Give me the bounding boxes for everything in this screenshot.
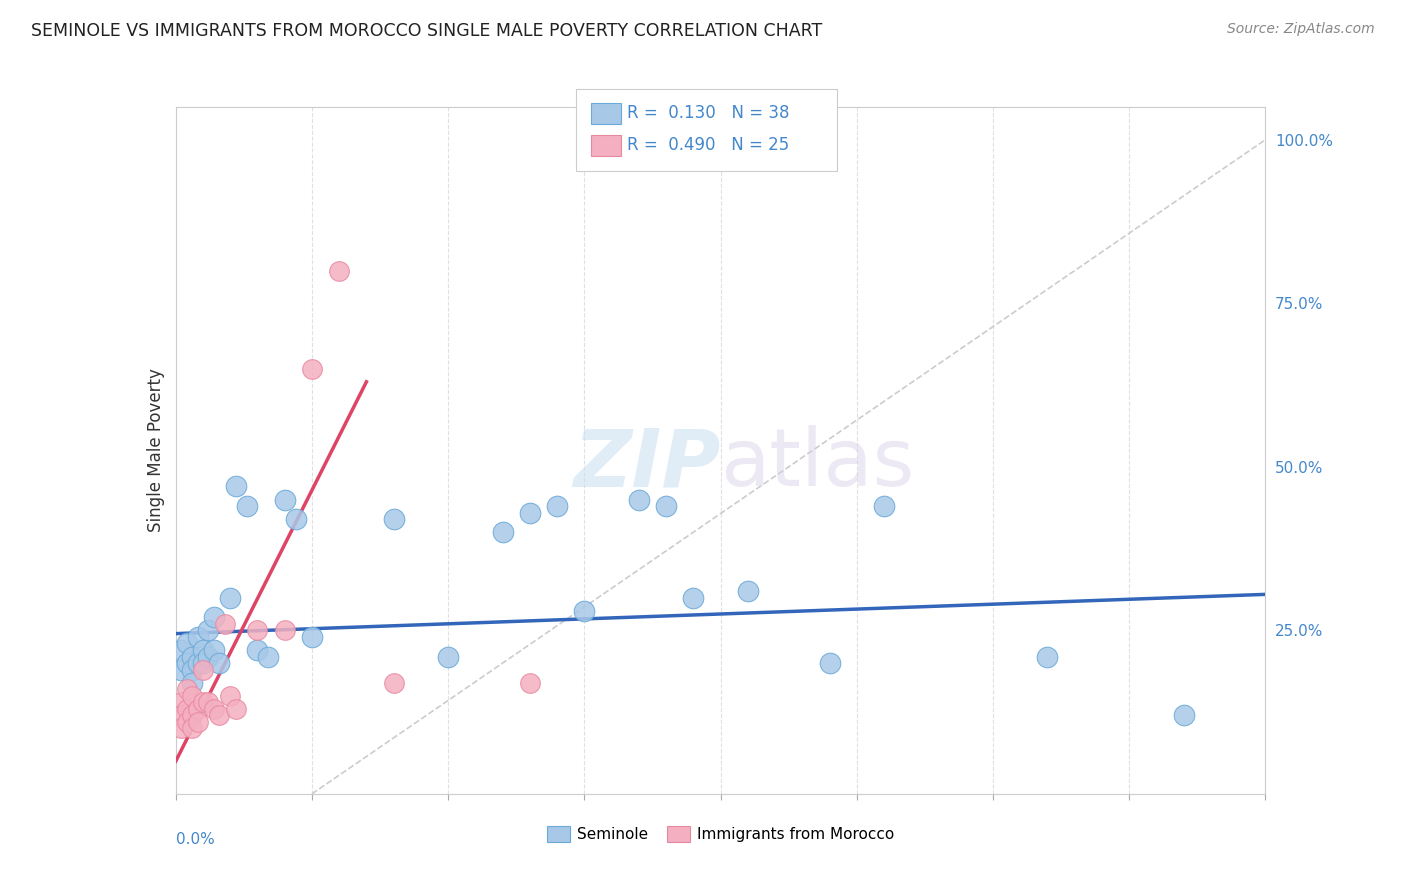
Point bbox=[437, 649, 460, 664]
Point bbox=[574, 604, 596, 618]
Point bbox=[235, 499, 257, 513]
Point bbox=[186, 656, 209, 670]
Point bbox=[546, 499, 568, 513]
Text: 0.0%: 0.0% bbox=[176, 831, 215, 847]
Point bbox=[246, 643, 269, 657]
Text: R =  0.130   N = 38: R = 0.130 N = 38 bbox=[627, 104, 790, 122]
Point bbox=[197, 695, 219, 709]
Point bbox=[186, 702, 209, 716]
Point bbox=[382, 675, 405, 690]
Point bbox=[1173, 708, 1195, 723]
Point bbox=[519, 506, 541, 520]
Point bbox=[301, 361, 323, 376]
Point bbox=[873, 499, 896, 513]
Point bbox=[170, 643, 193, 657]
Point bbox=[191, 656, 214, 670]
Point bbox=[627, 492, 650, 507]
Point bbox=[170, 663, 193, 677]
Text: ZIP: ZIP bbox=[574, 425, 721, 503]
Point bbox=[181, 649, 204, 664]
Point bbox=[191, 695, 214, 709]
Point bbox=[176, 682, 198, 697]
Point bbox=[186, 714, 209, 729]
Point bbox=[301, 630, 323, 644]
Point bbox=[191, 663, 214, 677]
Point bbox=[214, 616, 236, 631]
Text: SEMINOLE VS IMMIGRANTS FROM MOROCCO SINGLE MALE POVERTY CORRELATION CHART: SEMINOLE VS IMMIGRANTS FROM MOROCCO SING… bbox=[31, 22, 823, 40]
Point bbox=[225, 479, 247, 493]
Point bbox=[176, 656, 198, 670]
Point bbox=[186, 630, 209, 644]
Point bbox=[1036, 649, 1059, 664]
Point bbox=[328, 263, 350, 277]
Point bbox=[197, 649, 219, 664]
Point bbox=[208, 708, 231, 723]
Y-axis label: Single Male Poverty: Single Male Poverty bbox=[146, 368, 165, 533]
Point bbox=[382, 512, 405, 526]
Text: atlas: atlas bbox=[721, 425, 915, 503]
Point bbox=[202, 702, 225, 716]
Point bbox=[191, 643, 214, 657]
Point bbox=[737, 584, 759, 599]
Point bbox=[170, 695, 193, 709]
Point bbox=[181, 675, 204, 690]
Legend: Seminole, Immigrants from Morocco: Seminole, Immigrants from Morocco bbox=[540, 820, 901, 848]
Point bbox=[655, 499, 678, 513]
Point bbox=[257, 649, 280, 664]
Point bbox=[682, 591, 704, 605]
Point bbox=[176, 702, 198, 716]
Point bbox=[202, 610, 225, 624]
Point bbox=[208, 656, 231, 670]
Point bbox=[284, 512, 307, 526]
Text: R =  0.490   N = 25: R = 0.490 N = 25 bbox=[627, 136, 789, 154]
Text: Source: ZipAtlas.com: Source: ZipAtlas.com bbox=[1227, 22, 1375, 37]
Point bbox=[492, 525, 515, 540]
Point bbox=[170, 708, 193, 723]
Point bbox=[225, 702, 247, 716]
Point bbox=[219, 689, 242, 703]
Point bbox=[818, 656, 841, 670]
Point bbox=[202, 643, 225, 657]
Point bbox=[274, 492, 297, 507]
Point bbox=[274, 624, 297, 638]
Point bbox=[197, 624, 219, 638]
Point bbox=[176, 636, 198, 650]
Point bbox=[219, 591, 242, 605]
Point bbox=[176, 714, 198, 729]
Point bbox=[181, 663, 204, 677]
Point bbox=[246, 624, 269, 638]
Point bbox=[181, 689, 204, 703]
Point bbox=[170, 722, 193, 736]
Point bbox=[181, 708, 204, 723]
Point bbox=[181, 722, 204, 736]
Point bbox=[519, 675, 541, 690]
